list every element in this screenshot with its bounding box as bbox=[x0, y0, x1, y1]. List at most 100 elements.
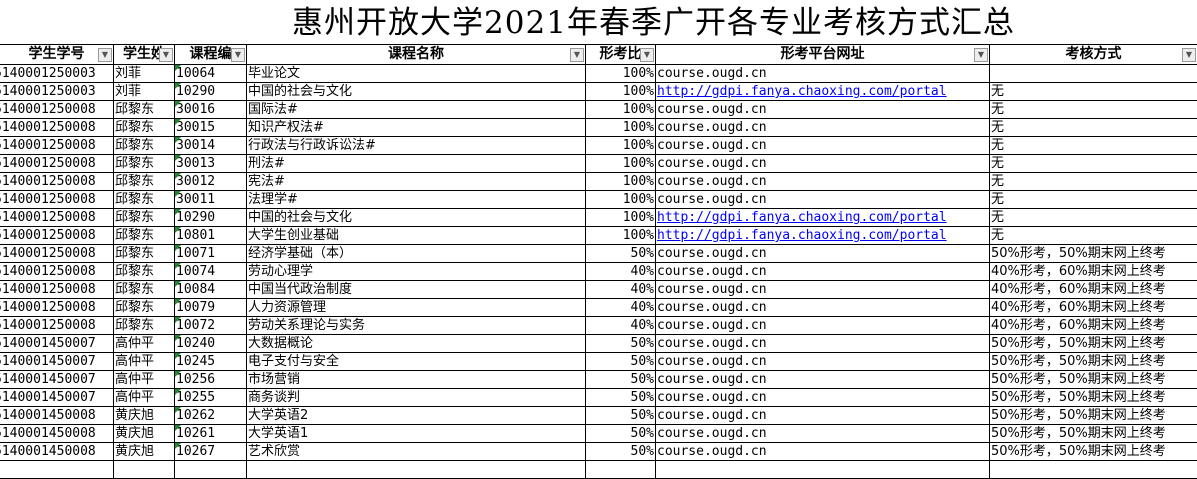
cell-course-name[interactable]: 大数据概论 bbox=[247, 335, 586, 353]
cell-assessment-method[interactable]: 50%形考，50%期末网上终考 bbox=[990, 407, 1197, 425]
column-header-student-id[interactable]: 学生学号▼ bbox=[0, 45, 114, 65]
filter-dropdown-icon[interactable]: ▼ bbox=[231, 48, 245, 62]
cell-assessment-method[interactable]: 50%形考，50%期末网上终考 bbox=[990, 425, 1197, 443]
cell-student-name[interactable]: 邱黎东 bbox=[114, 281, 175, 299]
cell-course-code[interactable]: 10071 bbox=[175, 245, 247, 263]
cell-assessment-method[interactable]: 无 bbox=[990, 173, 1197, 191]
platform-link[interactable]: http://gdpi.fanya.chaoxing.com/portal bbox=[657, 228, 947, 243]
cell-formative-ratio[interactable]: 100% bbox=[586, 101, 656, 119]
cell-platform-url[interactable]: course.ougd.cn bbox=[656, 371, 990, 389]
cell-student-id[interactable]: 5140001250008 bbox=[0, 173, 114, 191]
cell-assessment-method[interactable]: 50%形考，50%期末网上终考 bbox=[990, 335, 1197, 353]
cell-course-name[interactable]: 劳动心理学 bbox=[247, 263, 586, 281]
cell-student-id[interactable]: 5140001250008 bbox=[0, 281, 114, 299]
cell-formative-ratio[interactable]: 100% bbox=[586, 173, 656, 191]
column-header-course-code[interactable]: 课程编▼ bbox=[175, 45, 247, 65]
cell-platform-url[interactable]: course.ougd.cn bbox=[656, 173, 990, 191]
cell-empty[interactable] bbox=[175, 461, 247, 479]
cell-student-id[interactable]: 5140001250008 bbox=[0, 137, 114, 155]
cell-empty[interactable] bbox=[0, 461, 114, 479]
cell-student-id[interactable]: 5140001250008 bbox=[0, 299, 114, 317]
cell-course-name[interactable]: 大学生创业基础 bbox=[247, 227, 586, 245]
cell-course-name[interactable]: 中国的社会与文化 bbox=[247, 209, 586, 227]
cell-course-code[interactable]: 10262 bbox=[175, 407, 247, 425]
cell-platform-url[interactable]: course.ougd.cn bbox=[656, 353, 990, 371]
cell-platform-url[interactable]: course.ougd.cn bbox=[656, 155, 990, 173]
cell-course-name[interactable]: 宪法# bbox=[247, 173, 586, 191]
cell-platform-url[interactable]: course.ougd.cn bbox=[656, 299, 990, 317]
cell-assessment-method[interactable]: 40%形考，60%期末网上终考 bbox=[990, 317, 1197, 335]
cell-student-name[interactable]: 邱黎东 bbox=[114, 119, 175, 137]
cell-student-name[interactable]: 黄庆旭 bbox=[114, 425, 175, 443]
cell-student-name[interactable]: 邱黎东 bbox=[114, 155, 175, 173]
cell-course-code[interactable]: 10240 bbox=[175, 335, 247, 353]
cell-formative-ratio[interactable]: 50% bbox=[586, 371, 656, 389]
cell-course-code[interactable]: 10064 bbox=[175, 65, 247, 83]
cell-course-name[interactable]: 行政法与行政诉讼法# bbox=[247, 137, 586, 155]
cell-platform-url[interactable]: course.ougd.cn bbox=[656, 263, 990, 281]
cell-formative-ratio[interactable]: 50% bbox=[586, 335, 656, 353]
cell-assessment-method[interactable]: 无 bbox=[990, 191, 1197, 209]
cell-assessment-method[interactable]: 40%形考，60%期末网上终考 bbox=[990, 299, 1197, 317]
cell-student-name[interactable]: 邱黎东 bbox=[114, 173, 175, 191]
cell-course-code[interactable]: 10072 bbox=[175, 317, 247, 335]
cell-formative-ratio[interactable]: 50% bbox=[586, 443, 656, 461]
cell-formative-ratio[interactable]: 100% bbox=[586, 155, 656, 173]
cell-student-id[interactable]: 5140001450007 bbox=[0, 353, 114, 371]
cell-course-name[interactable]: 商务谈判 bbox=[247, 389, 586, 407]
cell-platform-url[interactable]: course.ougd.cn bbox=[656, 407, 990, 425]
cell-course-name[interactable]: 大学英语1 bbox=[247, 425, 586, 443]
cell-platform-url[interactable]: http://gdpi.fanya.chaoxing.com/portal bbox=[656, 209, 990, 227]
column-header-student-name[interactable]: 学生姓▼ bbox=[114, 45, 175, 65]
cell-course-code[interactable]: 30011 bbox=[175, 191, 247, 209]
cell-course-code[interactable]: 10255 bbox=[175, 389, 247, 407]
cell-student-id[interactable]: 5140001450007 bbox=[0, 371, 114, 389]
cell-student-id[interactable]: 5140001450008 bbox=[0, 407, 114, 425]
platform-link[interactable]: http://gdpi.fanya.chaoxing.com/portal bbox=[657, 210, 947, 225]
cell-course-code[interactable]: 10256 bbox=[175, 371, 247, 389]
cell-platform-url[interactable]: course.ougd.cn bbox=[656, 335, 990, 353]
cell-formative-ratio[interactable]: 50% bbox=[586, 389, 656, 407]
cell-student-name[interactable]: 邱黎东 bbox=[114, 299, 175, 317]
cell-course-code[interactable]: 10290 bbox=[175, 209, 247, 227]
cell-student-name[interactable]: 邱黎东 bbox=[114, 317, 175, 335]
cell-student-name[interactable]: 高仲平 bbox=[114, 389, 175, 407]
cell-platform-url[interactable]: course.ougd.cn bbox=[656, 137, 990, 155]
cell-student-name[interactable]: 高仲平 bbox=[114, 335, 175, 353]
cell-assessment-method[interactable] bbox=[990, 65, 1197, 83]
cell-student-name[interactable]: 刘菲 bbox=[114, 65, 175, 83]
cell-empty[interactable] bbox=[586, 461, 656, 479]
cell-formative-ratio[interactable]: 50% bbox=[586, 425, 656, 443]
cell-student-id[interactable]: 5140001250008 bbox=[0, 101, 114, 119]
cell-course-code[interactable]: 10261 bbox=[175, 425, 247, 443]
cell-platform-url[interactable]: course.ougd.cn bbox=[656, 245, 990, 263]
cell-student-name[interactable]: 高仲平 bbox=[114, 353, 175, 371]
cell-platform-url[interactable]: http://gdpi.fanya.chaoxing.com/portal bbox=[656, 227, 990, 245]
cell-course-code[interactable]: 10084 bbox=[175, 281, 247, 299]
cell-empty[interactable] bbox=[114, 461, 175, 479]
cell-platform-url[interactable]: course.ougd.cn bbox=[656, 425, 990, 443]
cell-course-name[interactable]: 中国当代政治制度 bbox=[247, 281, 586, 299]
cell-assessment-method[interactable]: 50%形考，50%期末网上终考 bbox=[990, 389, 1197, 407]
filter-dropdown-icon[interactable]: ▼ bbox=[640, 48, 654, 62]
cell-student-id[interactable]: 5140001250008 bbox=[0, 245, 114, 263]
cell-empty[interactable] bbox=[990, 461, 1197, 479]
cell-assessment-method[interactable]: 50%形考，50%期末网上终考 bbox=[990, 443, 1197, 461]
cell-course-code[interactable]: 30012 bbox=[175, 173, 247, 191]
cell-course-code[interactable]: 10801 bbox=[175, 227, 247, 245]
cell-assessment-method[interactable]: 无 bbox=[990, 83, 1197, 101]
cell-course-name[interactable]: 法理学# bbox=[247, 191, 586, 209]
cell-student-name[interactable]: 高仲平 bbox=[114, 371, 175, 389]
cell-student-id[interactable]: 5140001250008 bbox=[0, 263, 114, 281]
cell-course-name[interactable]: 艺术欣赏 bbox=[247, 443, 586, 461]
column-header-assessment-method[interactable]: 考核方式▼ bbox=[990, 45, 1197, 65]
cell-student-id[interactable]: 5140001250008 bbox=[0, 227, 114, 245]
cell-assessment-method[interactable]: 无 bbox=[990, 101, 1197, 119]
cell-assessment-method[interactable]: 50%形考，50%期末网上终考 bbox=[990, 245, 1197, 263]
cell-student-id[interactable]: 5140001250008 bbox=[0, 155, 114, 173]
cell-course-name[interactable]: 国际法# bbox=[247, 101, 586, 119]
cell-platform-url[interactable]: course.ougd.cn bbox=[656, 65, 990, 83]
cell-assessment-method[interactable]: 无 bbox=[990, 227, 1197, 245]
column-header-formative-ratio[interactable]: 形考比▼ bbox=[586, 45, 656, 65]
cell-student-name[interactable]: 邱黎东 bbox=[114, 209, 175, 227]
